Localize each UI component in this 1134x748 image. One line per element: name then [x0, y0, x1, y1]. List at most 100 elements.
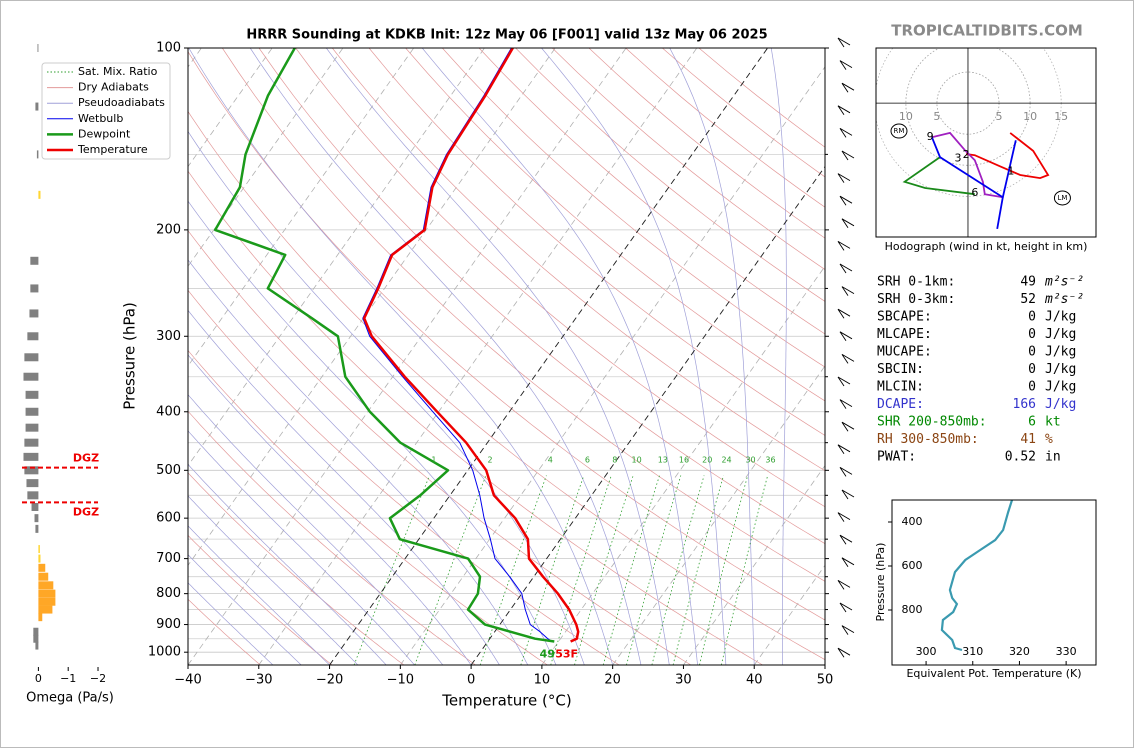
wind-barb-flag [841, 286, 849, 296]
dry-adiabat [188, 51, 825, 621]
hodograph-trace [931, 131, 1003, 199]
omega-x-tick-label: 0 [35, 672, 42, 685]
wind-barb-flag [841, 489, 849, 500]
dry-adiabat [368, 48, 825, 436]
pseudoadiabat [188, 200, 557, 665]
omega-bar [38, 605, 53, 614]
wind-barb-flag [839, 331, 847, 342]
wind-barb-flag [841, 625, 849, 635]
mixing-ratio-label: 6 [585, 456, 590, 465]
omega-bar [33, 627, 39, 636]
omega-bar [38, 554, 41, 563]
hodograph-caption: Hodograph (wind in kt, height in km) [885, 240, 1088, 253]
mixing-ratio-line [651, 475, 705, 665]
profile-line [362, 48, 553, 642]
hodograph-frame [875, 47, 1097, 238]
omega-bar [38, 545, 40, 554]
stat-unit: J/kg [1045, 310, 1076, 325]
hodograph-trace [965, 132, 1050, 180]
omega-x-tick-label: −2 [90, 672, 106, 685]
storm-motion-marker [890, 123, 908, 139]
wind-barb-flag [841, 557, 849, 568]
mixing-ratio-line [520, 475, 585, 665]
wind-barb-staff [841, 150, 855, 159]
theta-y-tick-label: 600 [902, 559, 923, 572]
pseudoadiabat [421, 48, 698, 665]
chart-title: HRRR Sounding at KDKB Init: 12z May 06 [… [246, 28, 767, 43]
hodograph-trace [1001, 140, 1017, 198]
dgz-label: DGZ [73, 452, 99, 465]
wind-barb-staff [841, 286, 855, 294]
theta-x-tick-label: 310 [962, 645, 983, 658]
x-tick-label: 10 [534, 673, 551, 688]
wind-barb-staff [841, 421, 855, 430]
stat-value: 52 [1020, 292, 1036, 307]
wind-barb-staff [839, 195, 853, 204]
hodograph-area [876, 48, 1096, 237]
y-tick-label: 600 [156, 511, 181, 526]
height-label: 9 [927, 130, 934, 143]
x-tick-label: 40 [746, 673, 763, 688]
omega-bar [27, 491, 39, 500]
wind-barb-staff [841, 354, 855, 362]
wind-barb-flag [837, 512, 845, 522]
wind-barb-flag [837, 444, 845, 455]
stat-unit: % [1045, 432, 1053, 447]
dry-adiabat [188, 289, 620, 665]
stat-label: MLCIN: [877, 380, 924, 395]
x-tick-label: −20 [316, 673, 343, 688]
wind-barb-flag [841, 82, 849, 93]
wind-barb-flag [839, 128, 847, 138]
omega-bar [30, 256, 39, 265]
dry-adiabat [188, 410, 476, 665]
stat-value: 0 [1028, 327, 1036, 342]
mixing-ratio-line [626, 475, 682, 665]
wind-barb-staff [837, 37, 851, 46]
dry-adiabat [188, 230, 692, 665]
x-axis-label: Temperature (°C) [441, 692, 571, 710]
wind-barb-staff [839, 399, 853, 407]
dewpoint-surface-label: 49 [540, 647, 555, 660]
omega-bar [31, 502, 39, 511]
pseudoadiabat [188, 48, 614, 665]
x-tick-label: 30 [675, 673, 692, 688]
omega-bar [38, 597, 56, 606]
wind-barb-flag [837, 376, 845, 387]
theta-x-label: Equivalent Pot. Temperature (K) [906, 667, 1081, 680]
theta-area [940, 500, 1014, 652]
stat-label: MLCAPE: [877, 327, 932, 342]
stat-value: 0 [1028, 310, 1036, 325]
pseudoadiabat [188, 525, 330, 665]
stat-unit: m²s⁻² [1044, 292, 1084, 307]
pseudoadiabat [188, 259, 529, 665]
wind-barb-staff [839, 331, 853, 340]
omega-bar [38, 589, 56, 598]
dry-adiabat [188, 349, 548, 665]
wind-barb-flag [837, 173, 845, 183]
theta-x-tick-label: 320 [1009, 645, 1030, 658]
skewt-plot-area [188, 48, 825, 665]
stat-value: 49 [1020, 275, 1036, 290]
wind-barb-flag [841, 150, 849, 161]
legend-label: Dewpoint [78, 127, 131, 140]
stat-label: SHR 200-850mb: [877, 415, 987, 430]
stat-label: SBCIN: [877, 362, 924, 377]
dry-adiabat [188, 170, 763, 665]
isotherm [188, 48, 273, 168]
omega-bar [38, 190, 41, 199]
legend-box [41, 62, 171, 160]
stat-label: SBCAPE: [877, 310, 932, 325]
wind-barb-staff [837, 105, 851, 114]
theta-e-line [940, 500, 1014, 652]
omega-bar [27, 332, 39, 341]
theta-x-tick-label: 330 [1056, 645, 1077, 658]
omega-bar [24, 466, 39, 475]
omega-bar [37, 44, 39, 52]
wind-barb-flag [841, 421, 849, 432]
dry-adiabat [332, 48, 825, 472]
isotherm-grid-line [258, 48, 698, 665]
omega-bar [36, 150, 39, 159]
hodograph-trace [931, 136, 1004, 230]
isotherm [188, 48, 344, 267]
mixing-ratio-label: 16 [679, 456, 689, 465]
